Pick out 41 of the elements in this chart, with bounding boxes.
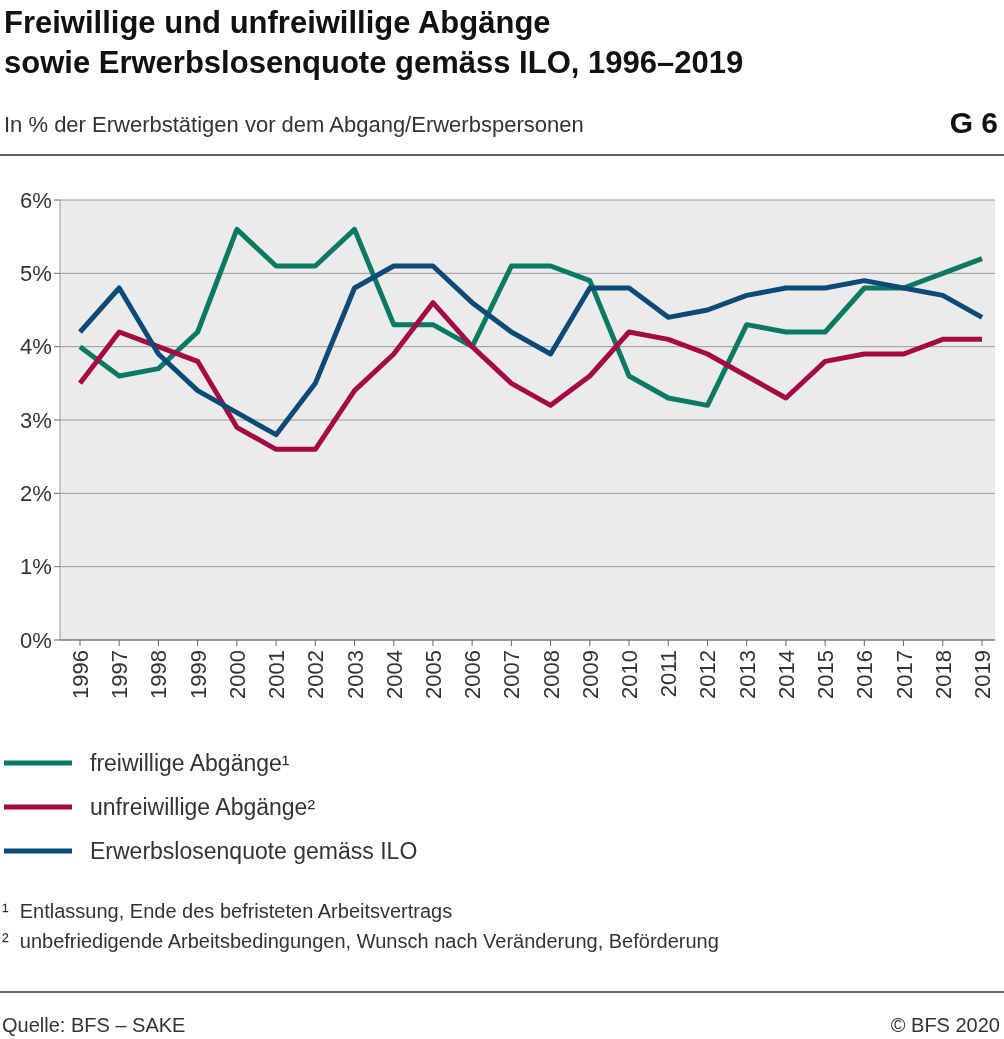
text: ¹ Entlassung, Ende des befristeten Arbeitsvertrags <box>2 900 453 922</box>
x-tick-label: 2002 <box>303 650 329 699</box>
legend-label: Erwerbslosenquote gemäss ILO <box>90 838 418 865</box>
y-tick-label: 1% <box>20 554 52 580</box>
chart-title: Freiwillige und unfreiwillige Abgänge sowie Erwerbslosenquote gemäss ILO, 1996–2019 <box>4 5 744 80</box>
x-tick-label: 2004 <box>381 650 407 699</box>
x-tick-label: 2003 <box>342 650 368 699</box>
y-tick-label: 5% <box>20 261 52 287</box>
text: G 6 <box>949 106 998 139</box>
x-tick-label: 1996 <box>68 650 93 699</box>
x-tick-label: 1997 <box>107 650 133 699</box>
x-tick-label: 2001 <box>264 650 290 699</box>
legend-label: freiwillige Abgänge¹ <box>90 750 290 777</box>
text: ² unbefriedigende Arbeitsbedingungen, Wunsch nach Veränderung, Beförderung <box>2 930 719 952</box>
source-note: Quelle: BFS – SAKE <box>2 1014 186 1036</box>
y-tick-label: 6% <box>20 187 52 213</box>
x-tick-label: 2007 <box>499 650 525 699</box>
x-tick-label: 2005 <box>420 650 446 699</box>
x-tick-label: 2006 <box>460 650 486 699</box>
x-tick-label: 2016 <box>852 650 878 699</box>
y-tick-label: 4% <box>20 334 52 360</box>
x-tick-label: 2012 <box>695 650 721 699</box>
x-tick-label: 2008 <box>538 650 564 699</box>
x-tick-label: 2015 <box>813 650 839 699</box>
x-tick-label: 2018 <box>930 650 956 699</box>
x-tick-label: 2019 <box>970 650 995 699</box>
y-tick-label: 3% <box>20 407 52 433</box>
x-tick-label: 2013 <box>734 650 760 699</box>
x-tick-label: 2000 <box>224 650 250 699</box>
legend-label: unfreiwillige Abgänge² <box>90 794 316 821</box>
x-tick-label: 2011 <box>656 650 682 698</box>
x-tick-label: 2014 <box>773 650 799 699</box>
y-tick-label: 0% <box>20 627 52 653</box>
chart-subtitle: In % der Erwerbstätigen vor dem Abgang/Erwerbspersonen <box>4 112 584 137</box>
x-tick-label: 1999 <box>185 650 211 699</box>
x-tick-label: 2009 <box>577 650 603 699</box>
x-tick-label: 2017 <box>891 650 917 699</box>
x-tick-label: 1998 <box>146 650 172 699</box>
x-tick-label: 2010 <box>617 650 643 699</box>
y-tick-label: 2% <box>20 481 52 507</box>
text: © BFS 2020 <box>890 1014 1000 1036</box>
